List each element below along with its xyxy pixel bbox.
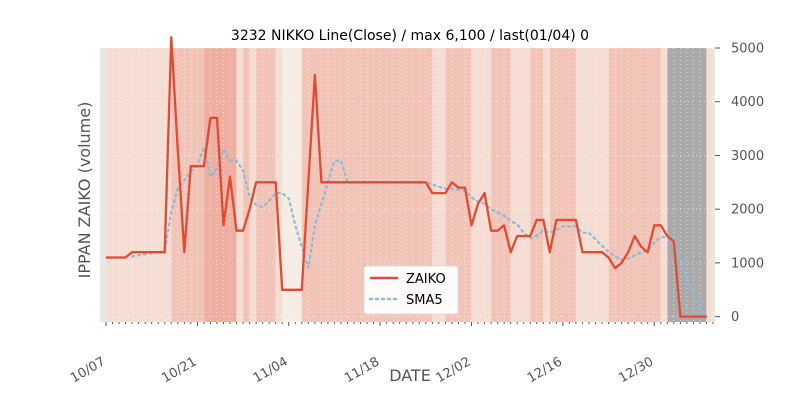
x-axis-label: DATE: [389, 366, 431, 385]
chart-title: 3232 NIKKO Line(Close) / max 6,100 / las…: [231, 28, 589, 44]
plot-edge-left: [100, 48, 106, 322]
highlight-band: [491, 48, 511, 322]
chart-legend: ZAIKO SMA5: [363, 265, 459, 315]
x-tick-label: 10/21: [159, 354, 199, 386]
highlight-band: [301, 48, 322, 322]
y-tick-labels: 0 1000 2000 3000 4000 5000: [715, 42, 764, 325]
plot-edge-right: [713, 48, 715, 322]
x-tick-label: 12/16: [525, 354, 565, 386]
x-tick-label: 12/02: [434, 354, 474, 386]
highlight-band: [243, 48, 250, 322]
legend-label-sma5: SMA5: [406, 293, 443, 308]
y-tick-label: 1000: [731, 256, 764, 271]
y-tick-label: 2000: [731, 203, 764, 218]
highlight-band: [203, 48, 211, 322]
y-axis-label: IPPAN ZAIKO (volume): [75, 102, 94, 279]
legend-label-zaiko: ZAIKO: [406, 272, 446, 287]
y-tick-label: 3000: [731, 149, 764, 164]
highlight-band: [256, 48, 276, 322]
x-tick-label: 10/07: [68, 354, 108, 386]
series-line-zaiko: [106, 36, 707, 318]
highlight-band: [184, 48, 204, 322]
highlight-bands: [171, 48, 707, 322]
highlight-band: [223, 48, 231, 322]
highlight-band: [282, 48, 302, 322]
series-lines: [106, 36, 708, 318]
series-line-sma5: [131, 143, 708, 318]
highlight-band: [210, 48, 217, 322]
x-tick-label: 11/04: [251, 354, 291, 386]
x-tick-label: 11/18: [342, 354, 382, 386]
highlight-band: [230, 48, 237, 322]
y-tick-label: 0: [731, 310, 739, 325]
x-tick-label: 12/30: [616, 354, 656, 386]
y-tick-label: 5000: [731, 42, 764, 57]
y-tick-label: 4000: [731, 95, 764, 110]
